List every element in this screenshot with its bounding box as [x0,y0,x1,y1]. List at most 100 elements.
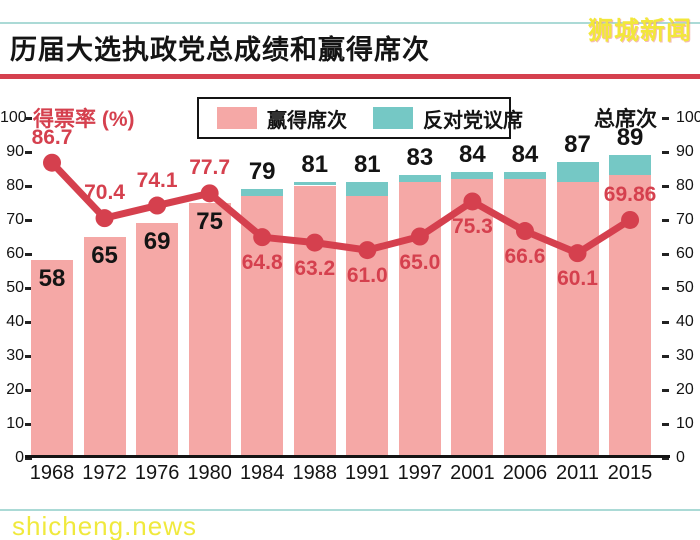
bar-total-label: 87 [564,130,591,158]
x-axis-label: 1984 [239,462,285,484]
y-tick-label-right: 90 [676,142,694,160]
x-axis-label: 2015 [607,462,653,484]
bar-opposition-segment [241,188,284,196]
left-axis-title: 得票率 (%) [33,108,135,131]
bar-opposition-segment [556,161,599,183]
x-axis-label: 1976 [134,462,180,484]
y-tick-dash-right [662,388,669,392]
y-tick-dash-left [25,354,32,358]
bar-won-segment [556,182,599,456]
legend-label-1: 反对党议席 [423,109,523,132]
vote-share-label: 86.7 [31,125,73,149]
y-tick-label-right: 60 [676,244,694,262]
y-tick-dash-right [662,218,669,222]
y-tick-label-left: 40 [6,312,24,330]
y-tick-label-right: 70 [676,210,694,228]
vote-share-label: 66.6 [504,245,546,269]
bar-won-segment [293,185,336,456]
bar-won-segment [31,260,73,456]
vote-share-marker [95,209,114,228]
bar-opposition-segment [346,182,389,196]
bar-opposition-segment [609,154,652,176]
vote-share-label: 65.0 [399,250,441,274]
legend-swatch-1 [373,107,413,129]
y-tick-label-right: 10 [676,414,694,432]
y-tick-dash-left [25,184,32,188]
x-axis-label: 2001 [450,462,495,484]
vote-share-label: 64.8 [241,251,283,275]
y-tick-dash-left [25,388,32,392]
y-tick-label-left: 60 [6,244,24,262]
y-tick-label-right: 20 [676,380,694,398]
bar-won-segment [241,195,284,456]
y-tick-label-left: 100 [0,108,27,126]
y-tick-dash-left [25,320,32,324]
y-tick-dash-right [662,354,669,358]
x-axis-label: 1968 [29,462,75,484]
y-tick-label-left: 30 [6,346,24,364]
vote-share-label: 77.7 [189,156,231,180]
x-axis-label: 1997 [397,462,443,484]
vote-share-label: 63.2 [294,256,336,280]
y-tick-dash-left [25,150,32,154]
y-tick-label-left: 20 [6,380,24,398]
legend-swatch-0 [217,107,257,129]
vote-share-label: 61.0 [346,264,388,288]
vote-share-label: 69.86 [603,182,657,206]
y-tick-dash-left [25,116,32,120]
bar-opposition-segment [293,182,336,186]
bar-opposition-segment [398,175,441,183]
y-tick-label-right: 80 [676,176,694,194]
y-tick-dash-left [25,286,32,290]
watermark: shicheng.news [12,511,197,540]
legend-label-0: 赢得席次 [267,109,347,132]
x-axis-line [25,455,670,458]
y-tick-label-right: 40 [676,312,694,330]
vote-share-label: 60.1 [557,267,598,291]
x-axis-label: 1972 [82,462,127,484]
title-underline [0,74,700,79]
bar-won-segment [83,236,126,456]
vote-share-marker [43,153,61,172]
bar-total-label: 75 [196,207,223,235]
y-tick-dash-right [662,252,669,256]
vote-share-label: 75.3 [451,215,493,239]
x-axis-label: 2011 [555,462,599,484]
site-logo: 狮城新闻 [587,17,692,45]
y-tick-label-right: 0 [676,448,685,466]
y-tick-label-left: 10 [6,414,24,432]
y-tick-label-right: 100 [676,108,700,126]
y-tick-label-left: 80 [6,176,24,194]
y-tick-dash-right [662,286,669,290]
bar-won-segment [346,195,389,456]
top-divider [0,22,700,24]
bar-total-label: 58 [38,265,66,293]
bar-won-segment [136,222,179,456]
bar-opposition-segment [503,171,546,179]
y-tick-dash-right [662,184,669,188]
y-tick-dash-left [25,252,32,256]
y-tick-label-left: 0 [15,448,24,466]
y-tick-dash-right [662,422,669,426]
x-axis-label: 1988 [292,462,338,484]
legend: 赢得席次 反对党议席 [197,97,523,139]
page-title: 历届大选执政党总成绩和赢得席次 [10,35,430,65]
bar-total-label: 89 [616,123,644,151]
bar-won-segment [188,202,231,456]
y-tick-dash-right [662,116,669,120]
y-tick-label-left: 90 [6,142,24,160]
x-axis-label: 1980 [187,462,232,484]
x-axis-label: 1991 [345,462,390,484]
y-tick-dash-right [662,320,669,324]
bar-opposition-segment [451,171,494,179]
bottom-divider [0,509,700,511]
y-tick-dash-left [25,422,32,426]
bar-won-segment [609,175,652,456]
right-axis-title: 总席次 [594,108,657,131]
y-tick-label-right: 50 [676,278,694,296]
x-axis-label: 2006 [502,462,548,484]
y-tick-dash-right [662,150,669,154]
y-tick-label-left: 50 [6,278,24,296]
y-tick-dash-left [25,456,32,460]
